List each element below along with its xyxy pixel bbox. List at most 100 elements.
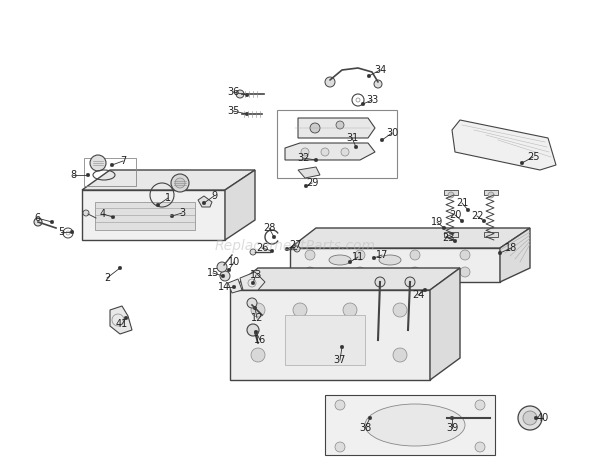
Circle shape [498,251,502,255]
Text: 36: 36 [227,87,239,97]
Text: 14: 14 [218,282,230,292]
Ellipse shape [379,255,401,265]
Circle shape [156,203,160,207]
Circle shape [83,210,89,216]
Circle shape [170,214,174,218]
Circle shape [305,250,315,260]
Text: 18: 18 [505,243,517,253]
Circle shape [367,74,371,78]
Polygon shape [198,196,212,207]
Text: 21: 21 [456,198,468,208]
Circle shape [232,285,236,289]
Circle shape [293,303,307,317]
Circle shape [272,235,276,239]
Text: 31: 31 [346,133,358,143]
Circle shape [405,277,415,287]
Text: 19: 19 [431,217,443,227]
Circle shape [124,316,128,320]
Bar [285,315,365,365]
Circle shape [285,247,289,251]
Text: 5: 5 [58,227,64,237]
Text: 23: 23 [442,233,454,243]
Circle shape [251,281,255,285]
Circle shape [466,208,470,212]
Circle shape [220,271,230,281]
Text: 3: 3 [179,208,185,218]
Text: 2: 2 [104,273,110,283]
Text: 4: 4 [100,209,106,219]
Circle shape [270,249,274,253]
Text: 33: 33 [366,95,378,105]
Circle shape [375,277,385,287]
Circle shape [294,246,300,252]
Circle shape [448,192,454,198]
Polygon shape [225,170,255,240]
Circle shape [217,262,227,272]
Circle shape [251,348,265,362]
Circle shape [236,90,244,98]
Circle shape [475,442,485,452]
Circle shape [460,267,470,277]
Circle shape [171,174,189,192]
Text: 6: 6 [34,213,40,223]
Circle shape [50,220,54,224]
Polygon shape [82,170,255,190]
Circle shape [450,416,454,420]
Circle shape [453,239,457,243]
Circle shape [175,178,185,188]
Circle shape [372,256,376,260]
Polygon shape [298,167,320,178]
Text: 29: 29 [306,178,318,188]
Circle shape [341,148,349,156]
Text: 26: 26 [256,243,268,253]
Ellipse shape [365,404,465,446]
Bar [444,232,458,237]
Circle shape [245,112,249,116]
Circle shape [247,298,257,308]
Circle shape [247,324,259,336]
Polygon shape [290,228,530,248]
Circle shape [520,161,524,165]
Text: 12: 12 [251,313,263,323]
Circle shape [460,250,470,260]
Bar [484,190,498,195]
Circle shape [34,218,42,226]
Circle shape [343,303,357,317]
Circle shape [354,145,358,149]
Circle shape [336,121,344,129]
Polygon shape [230,268,460,290]
Circle shape [110,163,114,167]
Circle shape [488,192,494,198]
Circle shape [335,400,345,410]
Circle shape [335,442,345,452]
Circle shape [325,77,335,87]
Circle shape [221,274,225,278]
Text: 22: 22 [471,211,483,221]
Text: 17: 17 [376,250,388,260]
Circle shape [245,93,249,97]
Text: 41: 41 [116,319,128,329]
Circle shape [305,267,315,277]
Circle shape [355,267,365,277]
Circle shape [518,406,542,430]
Text: 16: 16 [254,335,266,345]
Circle shape [111,215,115,219]
Circle shape [340,345,344,349]
Polygon shape [285,143,375,160]
Circle shape [380,138,384,142]
Text: ReplacementParts.com: ReplacementParts.com [215,239,375,253]
Text: 38: 38 [359,423,371,433]
Text: 10: 10 [228,257,240,267]
Circle shape [361,102,365,106]
Bar [484,232,498,237]
Circle shape [374,80,382,88]
Circle shape [250,249,256,255]
Circle shape [393,348,407,362]
Circle shape [314,158,318,162]
Polygon shape [452,120,556,170]
Text: 1: 1 [165,193,171,203]
Bar [444,190,458,195]
Polygon shape [298,118,375,138]
Circle shape [118,266,122,270]
Polygon shape [325,395,495,455]
